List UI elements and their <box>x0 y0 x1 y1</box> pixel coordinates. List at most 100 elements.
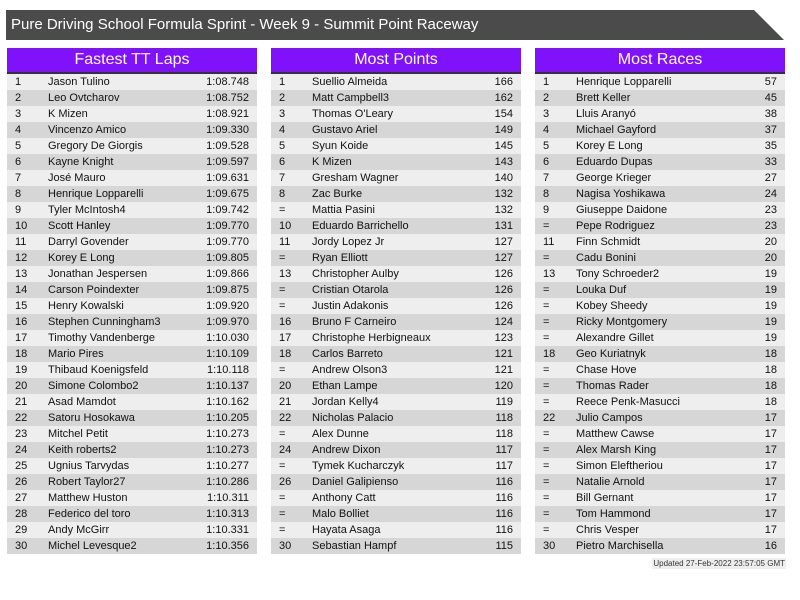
driver-name-cell: Carson Poindexter <box>48 284 140 296</box>
value-cell: 17 <box>764 508 777 520</box>
driver-name-cell: Matthew Huston <box>48 492 128 504</box>
value-cell: 1:10.273 <box>206 444 249 456</box>
rank-cell: = <box>543 300 550 312</box>
driver-name-cell: Jason Tulino <box>48 76 110 88</box>
table-row: 4 Michael Gayford 37 <box>535 122 785 138</box>
driver-name-cell: Asad Mamdot <box>48 396 116 408</box>
rank-cell: 20 <box>279 380 292 392</box>
value-cell: 162 <box>494 92 513 104</box>
rank-cell: 18 <box>279 348 292 360</box>
driver-name-cell: Andy McGirr <box>48 524 110 536</box>
driver-name-cell: Pietro Marchisella <box>576 540 664 552</box>
driver-name-cell: Vincenzo Amico <box>48 124 127 136</box>
driver-name-cell: Korey E Long <box>576 140 643 152</box>
rank-cell: = <box>279 492 286 504</box>
driver-name-cell: Robert Taylor27 <box>48 476 126 488</box>
driver-name-cell: Stephen Cunningham3 <box>48 316 161 328</box>
rank-cell: 25 <box>15 460 28 472</box>
driver-name-cell: K Mizen <box>312 156 352 168</box>
driver-name-cell: Ugnius Tarvydas <box>48 460 130 472</box>
value-cell: 1:10.030 <box>206 332 249 344</box>
driver-name-cell: José Mauro <box>48 172 106 184</box>
table-row: = Natalie Arnold 17 <box>535 474 785 490</box>
value-cell: 1:10.137 <box>206 380 249 392</box>
rank-cell: 11 <box>543 236 555 248</box>
driver-name-cell: Darryl Govender <box>48 236 129 248</box>
driver-name-cell: Geo Kuriatnyk <box>576 348 646 360</box>
table-row: 16 Stephen Cunningham3 1:09.970 <box>7 314 257 330</box>
driver-name-cell: Thomas Rader <box>576 380 649 392</box>
value-cell: 1:09.742 <box>206 204 249 216</box>
rank-cell: = <box>279 508 286 520</box>
table-row: = Simon Eleftheriou 17 <box>535 458 785 474</box>
rank-cell: 8 <box>279 188 286 200</box>
table-row: 11 Finn Schmidt 20 <box>535 234 785 250</box>
table-row: 1 Henrique Lopparelli 57 <box>535 74 785 90</box>
rank-cell: 17 <box>279 332 292 344</box>
rank-cell: 10 <box>15 220 28 232</box>
value-cell: 126 <box>494 284 513 296</box>
value-cell: 121 <box>494 348 513 360</box>
value-cell: 17 <box>764 524 777 536</box>
rank-cell: = <box>279 252 286 264</box>
table-row: = Hayata Asaga 116 <box>271 522 521 538</box>
rank-cell: 5 <box>279 140 286 152</box>
table-row: 22 Julio Campos 17 <box>535 410 785 426</box>
updated-timestamp: Updated 27-Feb-2022 23:57:05 GMT <box>652 558 786 569</box>
rank-cell: 30 <box>15 540 28 552</box>
value-cell: 17 <box>764 492 777 504</box>
driver-name-cell: Simone Colombo2 <box>48 380 139 392</box>
table-row: = Mattia Pasini 132 <box>271 202 521 218</box>
driver-name-cell: Louka Duf <box>576 284 627 296</box>
value-cell: 19 <box>764 332 777 344</box>
table-row: 24 Andrew Dixon 117 <box>271 442 521 458</box>
value-cell: 123 <box>494 332 513 344</box>
value-cell: 117 <box>495 444 513 456</box>
driver-name-cell: Eduardo Barrichello <box>312 220 409 232</box>
rank-cell: 9 <box>15 204 22 216</box>
most-points-panel: Most Points 1 Suellio Almeida 166 2 Matt Cam… <box>271 48 521 554</box>
table-row: 1 Jason Tulino 1:08.748 <box>7 74 257 90</box>
driver-name-cell: Kobey Sheedy <box>576 300 648 312</box>
rank-cell: 11 <box>279 236 291 248</box>
table-row: 5 Korey E Long 35 <box>535 138 785 154</box>
value-cell: 143 <box>494 156 513 168</box>
rank-cell: = <box>279 460 286 472</box>
value-cell: 20 <box>764 236 777 248</box>
driver-name-cell: Henrique Lopparelli <box>48 188 144 200</box>
value-cell: 23 <box>764 220 777 232</box>
driver-name-cell: Chase Hove <box>576 364 637 376</box>
table-row: = Chris Vesper 17 <box>535 522 785 538</box>
driver-name-cell: Reece Penk-Masucci <box>576 396 680 408</box>
driver-name-cell: Finn Schmidt <box>576 236 641 248</box>
rank-cell: 24 <box>279 444 292 456</box>
driver-name-cell: Natalie Arnold <box>576 476 645 488</box>
rank-cell: = <box>543 396 550 408</box>
table-row: 13 Jonathan Jespersen 1:09.866 <box>7 266 257 282</box>
value-cell: 124 <box>494 316 513 328</box>
value-cell: 145 <box>494 140 513 152</box>
value-cell: 166 <box>494 76 513 88</box>
driver-name-cell: Chris Vesper <box>576 524 639 536</box>
value-cell: 19 <box>764 284 777 296</box>
driver-name-cell: Tom Hammond <box>576 508 651 520</box>
table-row: 4 Gustavo Ariel 149 <box>271 122 521 138</box>
value-cell: 1:10.313 <box>206 508 249 520</box>
rank-cell: 21 <box>279 396 292 408</box>
value-cell: 19 <box>764 316 777 328</box>
rank-cell: 11 <box>15 236 27 248</box>
value-cell: 1:09.597 <box>206 156 249 168</box>
driver-name-cell: Justin Adakonis <box>312 300 389 312</box>
rank-cell: 3 <box>543 108 550 120</box>
table-row: = Louka Duf 19 <box>535 282 785 298</box>
rank-cell: = <box>279 524 286 536</box>
value-cell: 1:10.273 <box>206 428 249 440</box>
driver-name-cell: Alex Dunne <box>312 428 369 440</box>
table-row: 3 K Mizen 1:08.921 <box>7 106 257 122</box>
rank-cell: 2 <box>543 92 550 104</box>
driver-name-cell: Henry Kowalski <box>48 300 124 312</box>
rank-cell: 5 <box>543 140 550 152</box>
driver-name-cell: Jonathan Jespersen <box>48 268 148 280</box>
table-row: 7 Gresham Wagner 140 <box>271 170 521 186</box>
rank-cell: 4 <box>279 124 286 136</box>
